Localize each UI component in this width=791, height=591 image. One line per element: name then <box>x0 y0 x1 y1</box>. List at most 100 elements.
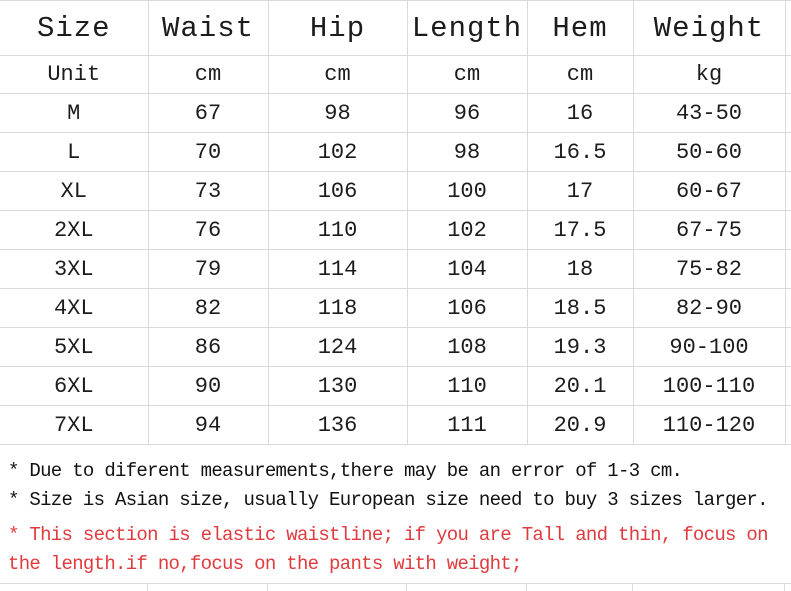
row-label-cell: L <box>0 132 149 172</box>
value-cell: 98 <box>267 93 408 133</box>
cropped-cell <box>785 584 791 591</box>
value-cell: 70 <box>147 132 269 172</box>
row-label-cell: Unit <box>0 55 149 94</box>
value-cell: 16.5 <box>526 132 634 172</box>
value-cell: 100-110 <box>632 366 786 406</box>
row-stub-cell <box>784 366 791 406</box>
value-cell: 86 <box>147 327 269 367</box>
value-cell: 50-60 <box>632 132 786 172</box>
value-cell: 43-50 <box>632 93 786 133</box>
header-cell-size: Size <box>0 0 149 56</box>
header-cell-length: Length <box>406 0 528 56</box>
row-label-cell: XL <box>0 171 149 211</box>
value-cell: 106 <box>267 171 408 211</box>
size-row-m: M 67 98 96 16 43-50 <box>0 93 791 133</box>
value-cell: 111 <box>406 405 528 445</box>
value-cell: 118 <box>267 288 408 328</box>
header-row: Size Waist Hip Length Hem Weight <box>0 0 791 56</box>
value-cell: 110 <box>406 366 528 406</box>
value-cell: 124 <box>267 327 408 367</box>
note-elastic-waistline-line1: * This section is elastic waistline; if … <box>8 524 769 546</box>
value-cell: 100 <box>406 171 528 211</box>
cropped-cell <box>268 584 407 591</box>
cropped-next-row <box>0 583 791 591</box>
value-cell: cm <box>267 55 408 94</box>
size-row-xl: XL 73 106 100 17 60-67 <box>0 171 791 211</box>
row-label-cell: 6XL <box>0 366 149 406</box>
row-stub-cell <box>784 249 791 289</box>
cropped-cell <box>633 584 785 591</box>
value-cell: 130 <box>267 366 408 406</box>
row-stub-cell <box>784 210 791 250</box>
row-stub-cell <box>784 288 791 328</box>
value-cell: 73 <box>147 171 269 211</box>
size-row-l: L 70 102 98 16.5 50-60 <box>0 132 791 172</box>
value-cell: cm <box>406 55 528 94</box>
value-cell: 90-100 <box>632 327 786 367</box>
value-cell: 82-90 <box>632 288 786 328</box>
cropped-cell <box>527 584 633 591</box>
value-cell: 20.1 <box>526 366 634 406</box>
value-cell: 20.9 <box>526 405 634 445</box>
value-cell: 102 <box>406 210 528 250</box>
value-cell: 110 <box>267 210 408 250</box>
value-cell: 104 <box>406 249 528 289</box>
value-cell: 110-120 <box>632 405 786 445</box>
value-cell: kg <box>632 55 786 94</box>
value-cell: 67-75 <box>632 210 786 250</box>
row-label-cell: 7XL <box>0 405 149 445</box>
size-row-4xl: 4XL 82 118 106 18.5 82-90 <box>0 288 791 328</box>
row-label-cell: 3XL <box>0 249 149 289</box>
row-stub-cell <box>784 327 791 367</box>
row-stub-cell <box>784 55 791 94</box>
header-stub-cell <box>784 0 791 56</box>
size-table-body: Unit cm cm cm cm kg M 67 98 96 16 43-50 L 70 102 98 16.5… <box>0 55 791 445</box>
value-cell: 108 <box>406 327 528 367</box>
size-row-2xl: 2XL 76 110 102 17.5 67-75 <box>0 210 791 250</box>
value-cell: 60-67 <box>632 171 786 211</box>
size-table-header: Size Waist Hip Length Hem Weight <box>0 0 791 56</box>
value-cell: 17.5 <box>526 210 634 250</box>
value-cell: 94 <box>147 405 269 445</box>
cropped-cell <box>0 584 148 591</box>
value-cell: 18.5 <box>526 288 634 328</box>
note-elastic-waistline-line2: the length.if no,focus on the pants with… <box>8 553 522 575</box>
size-row-7xl: 7XL 94 136 111 20.9 110-120 <box>0 405 791 445</box>
value-cell: 79 <box>147 249 269 289</box>
cropped-cell <box>148 584 268 591</box>
row-stub-cell <box>784 405 791 445</box>
value-cell: 75-82 <box>632 249 786 289</box>
row-stub-cell <box>784 93 791 133</box>
note-measurement-error: * Due to diferent measurements,there may… <box>8 460 683 482</box>
cropped-cell <box>407 584 527 591</box>
size-row-3xl: 3XL 79 114 104 18 75-82 <box>0 249 791 289</box>
value-cell: 17 <box>526 171 634 211</box>
header-cell-weight: Weight <box>632 0 786 56</box>
value-cell: cm <box>147 55 269 94</box>
header-cell-hem: Hem <box>526 0 634 56</box>
value-cell: 102 <box>267 132 408 172</box>
value-cell: 96 <box>406 93 528 133</box>
value-cell: 90 <box>147 366 269 406</box>
size-table: Size Waist Hip Length Hem Weight Unit cm cm cm cm… <box>0 0 791 445</box>
value-cell: 76 <box>147 210 269 250</box>
value-cell: cm <box>526 55 634 94</box>
row-stub-cell <box>784 171 791 211</box>
value-cell: 82 <box>147 288 269 328</box>
row-label-cell: 5XL <box>0 327 149 367</box>
value-cell: 98 <box>406 132 528 172</box>
size-row-6xl: 6XL 90 130 110 20.1 100-110 <box>0 366 791 406</box>
unit-row: Unit cm cm cm cm kg <box>0 55 791 94</box>
footnotes: * Due to diferent measurements,there may… <box>8 457 791 579</box>
value-cell: 19.3 <box>526 327 634 367</box>
value-cell: 136 <box>267 405 408 445</box>
value-cell: 106 <box>406 288 528 328</box>
value-cell: 67 <box>147 93 269 133</box>
row-label-cell: 2XL <box>0 210 149 250</box>
row-label-cell: M <box>0 93 149 133</box>
note-asian-size: * Size is Asian size, usually European s… <box>8 489 769 511</box>
value-cell: 114 <box>267 249 408 289</box>
header-cell-hip: Hip <box>267 0 408 56</box>
size-row-5xl: 5XL 86 124 108 19.3 90-100 <box>0 327 791 367</box>
